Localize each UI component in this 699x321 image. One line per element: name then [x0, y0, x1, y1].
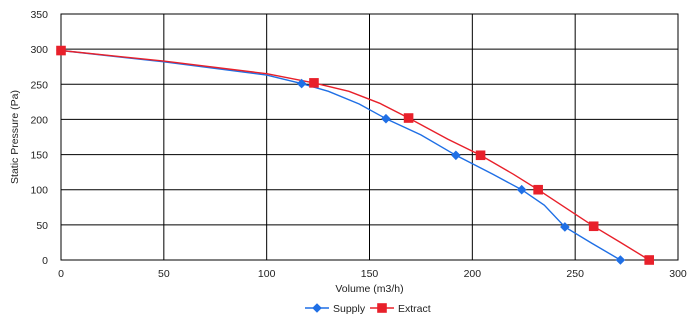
y-axis-tick-labels: 0 50 100 150 200 250 300 350: [30, 9, 48, 267]
supply-data-point: [381, 113, 391, 124]
extract-data-point: [403, 113, 414, 123]
legend: Supply Extract: [305, 303, 431, 315]
y-tick-label: 50: [36, 220, 48, 232]
extract-series-line: [60, 49, 650, 261]
series-markers: [56, 45, 655, 265]
x-axis-title: Volume (m3/h): [335, 283, 403, 295]
extract-data-point: [56, 45, 66, 56]
x-tick-label: 200: [464, 268, 482, 280]
y-tick-label: 200: [30, 114, 48, 126]
extract-data-point: [475, 150, 486, 161]
y-axis-title: Static Pressure (Pa): [9, 90, 21, 184]
extract-data-point: [644, 255, 655, 265]
supply-legend-marker: [312, 303, 322, 313]
x-tick-label: 250: [566, 268, 584, 280]
y-tick-label: 350: [30, 9, 48, 21]
y-tick-label: 300: [30, 44, 48, 56]
extract-legend-marker: [377, 303, 387, 313]
supply-data-point: [516, 184, 527, 195]
y-tick-label: 100: [30, 185, 48, 197]
supply-series-line: [60, 49, 621, 261]
supply-data-point: [560, 222, 570, 232]
extract-data-point: [588, 221, 599, 232]
extract-data-point: [309, 78, 319, 88]
x-axis-tick-labels: 0 50 100 150 200 250 300: [58, 268, 687, 280]
x-tick-label: 100: [258, 268, 276, 280]
y-tick-label: 250: [30, 79, 48, 91]
supply-data-point: [615, 255, 626, 265]
x-tick-label: 0: [58, 268, 64, 280]
extract-legend-label: Extract: [398, 303, 431, 315]
supply-data-point: [451, 150, 461, 161]
grid-lines: [60, 13, 679, 261]
x-tick-label: 50: [158, 268, 170, 280]
y-tick-label: 0: [42, 255, 48, 267]
extract-data-point: [533, 184, 543, 195]
supply-data-point: [296, 78, 307, 89]
x-tick-label: 300: [669, 268, 687, 280]
plot-area-frame: [60, 13, 679, 261]
series-lines: [60, 49, 650, 261]
y-tick-label: 150: [30, 150, 48, 162]
supply-legend-label: Supply: [333, 303, 366, 315]
x-tick-label: 150: [361, 268, 379, 280]
